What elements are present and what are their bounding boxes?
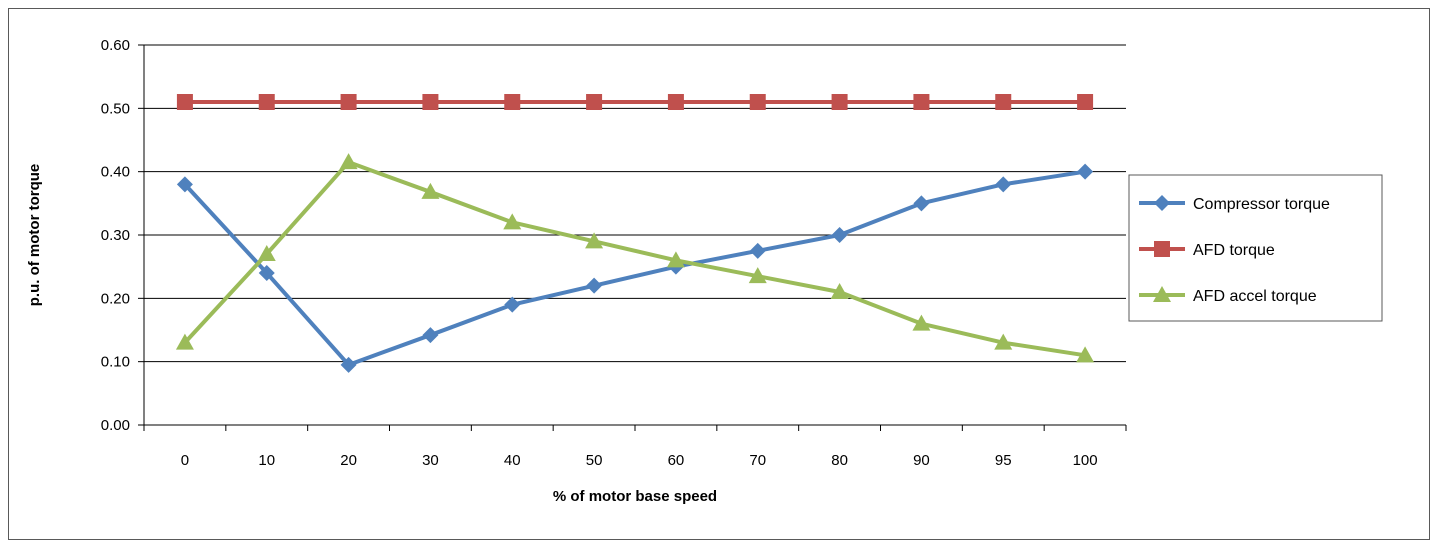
series-line-0 [183, 169, 1086, 367]
data-point-diamond [749, 242, 766, 259]
y-tick-label: 0.50 [101, 100, 130, 117]
x-axis-title: % of motor base speed [553, 488, 717, 505]
data-point-diamond [1077, 163, 1094, 180]
series-markers [175, 94, 1095, 373]
x-tick-label: 70 [749, 452, 766, 469]
data-point-triangle [257, 245, 276, 261]
data-point-triangle [666, 251, 685, 268]
legend-marker [1154, 195, 1170, 211]
data-point-diamond [176, 176, 193, 193]
x-tick-label: 10 [258, 452, 275, 469]
data-point-diamond [258, 265, 275, 281]
data-point-diamond [586, 277, 603, 294]
data-point-square [1077, 94, 1094, 110]
x-tick-label: 50 [586, 452, 603, 469]
data-point-square [913, 94, 930, 110]
data-point-square [176, 94, 193, 110]
x-tick-label: 60 [668, 452, 685, 469]
y-axis-title: p.u. of motor torque [26, 164, 43, 306]
legend-marker [1153, 286, 1171, 302]
data-point-square [504, 94, 521, 110]
chart-frame: 0.00 0.10 0.20 0.30 0.40 0.50 0.60 0 10 20 30 40 50 6… [8, 8, 1430, 540]
data-point-diamond [995, 176, 1012, 193]
data-point-triangle [503, 213, 522, 230]
data-point-square [586, 94, 603, 110]
data-point-triangle [830, 283, 849, 299]
data-point-diamond [504, 296, 521, 313]
x-tick-label: 80 [831, 452, 848, 469]
legend-marker [1154, 241, 1170, 257]
data-point-diamond [831, 227, 848, 243]
data-point-triangle [585, 232, 604, 249]
y-tick-label: 0.10 [101, 354, 130, 371]
y-tick-label: 0.40 [101, 164, 130, 181]
x-tick-label: 100 [1073, 452, 1098, 469]
data-point-triangle [748, 267, 767, 284]
series-lines [183, 100, 1086, 367]
data-point-triangle [912, 314, 931, 331]
y-tick-label: 0.20 [101, 290, 130, 307]
line-chart: 0.00 0.10 0.20 0.30 0.40 0.50 0.60 0 10 20 30 40 50 6… [26, 37, 1383, 505]
x-tick-label: 20 [340, 452, 357, 469]
data-point-diamond [913, 195, 930, 212]
data-point-square [340, 94, 357, 110]
data-point-triangle [421, 182, 440, 199]
gridlines [144, 44, 1126, 363]
data-point-square [422, 94, 439, 110]
data-point-triangle [1076, 346, 1095, 363]
data-point-square [995, 94, 1012, 110]
data-point-triangle [994, 333, 1013, 350]
data-point-diamond [340, 356, 357, 373]
legend-label: AFD torque [1193, 242, 1275, 259]
data-point-square [749, 94, 766, 110]
data-point-square [831, 94, 848, 110]
series-line-2 [183, 160, 1086, 358]
data-point-diamond [422, 327, 439, 344]
legend-label: AFD accel torque [1193, 288, 1317, 305]
data-point-square [667, 94, 684, 110]
legend: Compressor torque AFD torque AFD accel tor… [1128, 174, 1383, 322]
legend-label: Compressor torque [1193, 196, 1330, 213]
y-tick-label: 0.00 [101, 417, 130, 434]
y-tick-label: 0.30 [101, 227, 130, 244]
x-tick-label: 30 [422, 452, 439, 469]
axes: 0.00 0.10 0.20 0.30 0.40 0.50 0.60 0 10 20 30 40 50 6… [101, 37, 1127, 469]
x-tick-label: 0 [181, 452, 189, 469]
x-tick-label: 40 [504, 452, 521, 469]
data-point-triangle [175, 333, 194, 350]
data-point-square [258, 94, 275, 110]
x-tick-label: 95 [995, 452, 1012, 469]
y-tick-label: 0.60 [101, 37, 130, 54]
x-tick-label: 90 [913, 452, 930, 469]
data-point-triangle [339, 153, 358, 170]
